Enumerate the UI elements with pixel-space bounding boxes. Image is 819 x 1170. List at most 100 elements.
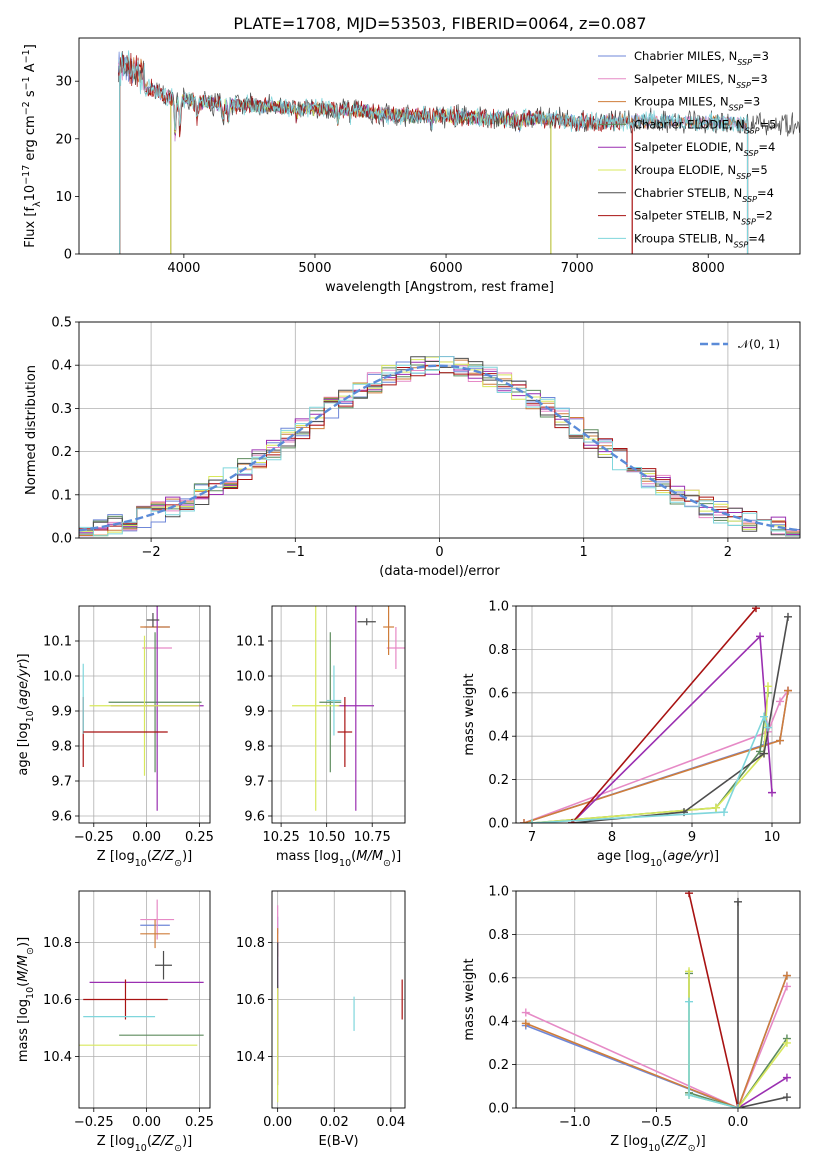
mass-weight-marker	[782, 1093, 791, 1102]
mass-weight-marker	[784, 686, 792, 695]
legend-entry-suffix: =4	[757, 186, 774, 200]
y-axis-label-part: ]	[23, 44, 38, 49]
plot-area	[79, 356, 800, 537]
panel-mass-vs-ebv: 0.00 0.02 0.04 10.4 10.6 10.8 E(B-V)	[236, 890, 406, 1149]
y-tick-label: 0.8	[488, 928, 509, 943]
y-tick-label: 0.4	[488, 1015, 509, 1030]
x-axis-label-part: wavelength [Angstrom, rest frame]	[325, 280, 554, 295]
x-tick-label: 0.25	[185, 830, 214, 845]
x-tick-label: −0.5	[641, 1115, 673, 1130]
legend-entry-sub: SSP	[729, 103, 744, 112]
mass-weight-marker	[768, 788, 776, 797]
legend-entry-label: Kroupa ELODIE, N	[634, 163, 736, 177]
y-tick-label: 10.0	[43, 670, 72, 685]
legend-entry-label: Kroupa STELIB, N	[634, 231, 734, 245]
gaussian-curve	[79, 364, 800, 532]
x-tick-label: −2	[142, 545, 161, 560]
axes-frame	[78, 605, 211, 824]
mass-weight-marker	[752, 606, 760, 613]
legend-entry: Salpeter MILES, NSSP=3	[634, 72, 768, 90]
y-axis-label-part: mass [log	[16, 999, 31, 1062]
x-axis-label-part: ⊙	[383, 858, 391, 869]
x-tick-label: 8000	[692, 261, 725, 276]
y-axis-label-part: 10	[25, 710, 36, 722]
y-axis-label: Normed distribution	[24, 365, 39, 495]
y-axis-label-part: mass weight	[462, 958, 477, 1040]
x-axis-label-part: (	[662, 849, 667, 864]
plot-area	[117, 50, 800, 254]
legend-entry-sub: SSP	[737, 58, 752, 67]
mass-weight-line-chabrier-stelib	[737, 901, 788, 1108]
legend-entry-suffix: =4	[758, 140, 775, 154]
x-axis-label-part: Z [log	[97, 849, 135, 864]
x-tick-label: 2	[724, 545, 732, 560]
x-tick-label: −0.25	[74, 1115, 114, 1130]
y-tick-label: 0.6	[488, 971, 509, 986]
y-tick-label: 1.0	[488, 885, 509, 900]
mass-weight-marker	[685, 1090, 694, 1099]
mass-weight-marker	[764, 723, 772, 732]
y-tick-label: 9.7	[244, 775, 265, 790]
y-tick-label: 9.6	[51, 810, 72, 825]
y-axis-label-part: mass weight	[462, 673, 477, 755]
x-axis-label-part: 10	[135, 1143, 147, 1154]
y-axis-label-part: A	[23, 63, 38, 76]
mass-weight-marker	[521, 1019, 530, 1028]
x-tick-label: 0.04	[376, 1115, 405, 1130]
legend-entry-suffix: =5	[760, 117, 777, 131]
y-tick-label: 0.1	[51, 488, 72, 503]
mass-weight-line-salpeter-stelib	[688, 893, 739, 1108]
x-axis-label-part: 10	[650, 858, 662, 869]
legend-entry-label: Salpeter MILES, N	[634, 72, 736, 86]
x-axis-label: E(B-V)	[318, 1134, 358, 1149]
y-axis-label-part: age/yr	[16, 662, 31, 705]
x-axis-label-part: )]	[696, 1134, 706, 1149]
y-tick-label: 0.6	[488, 686, 509, 701]
mass-weight-line-salpeter-miles	[523, 690, 789, 823]
mass-weight-line-salpeter-stelib	[571, 607, 757, 823]
x-axis-label-part: age [log	[597, 849, 650, 864]
x-tick-label: −0.25	[74, 830, 114, 845]
y-axis-label-part: −17	[21, 165, 32, 185]
legend-entry-label: Salpeter STELIB, N	[634, 209, 741, 223]
y-tick-label: 9.8	[244, 740, 265, 755]
x-axis-label-part: (	[660, 1134, 665, 1149]
x-tick-label: 10.25	[263, 830, 300, 845]
y-axis-label-part: age [log	[16, 722, 31, 775]
legend-entry-label: Kroupa MILES, N	[634, 95, 729, 109]
legend-entry-sub: SSP	[744, 149, 759, 158]
y-axis-label-part: )]	[16, 653, 31, 663]
x-axis-label-part: ⊙	[174, 858, 182, 869]
x-axis-label: Z [log10(Z/Z⊙)]	[97, 1134, 192, 1154]
mass-weight-marker	[764, 682, 772, 691]
mass-weight-marker	[733, 1104, 742, 1108]
x-axis-label-part: Z/Z	[151, 849, 175, 864]
mass-weight-marker	[782, 1073, 791, 1082]
axes-frame	[271, 890, 406, 1109]
axes-frame	[515, 890, 801, 1109]
axes: 4000 5000 6000 7000 8000 0 10 20 30 wavelength [A…	[21, 37, 801, 295]
y-axis-label-part: Flux [f	[23, 207, 38, 248]
y-axis-label-part: 10	[25, 987, 36, 999]
x-axis-label-part: 10	[135, 858, 147, 869]
y-axis-label-part: ⊙	[25, 947, 36, 955]
x-tick-label: 0.02	[320, 1115, 349, 1130]
legend-entry: Kroupa MILES, NSSP=3	[634, 95, 760, 113]
panel-age-vs-mass: 10.25 10.50 10.75 9.6 9.7 9.8 9.9 10.0 10.1 mass …	[236, 605, 406, 869]
histogram-kroupa-stelib	[79, 356, 800, 537]
figure-title: PLATE=1708, MJD=53503, FIBERID=0064, z=0…	[233, 14, 646, 33]
x-axis-label: Z [log10(Z/Z⊙)]	[97, 849, 192, 869]
x-tick-label: 7000	[561, 261, 594, 276]
legend-entry-suffix: =3	[751, 72, 768, 86]
x-tick-label: 0.00	[132, 1115, 161, 1130]
mass-weight-line-kroupa-stelib	[531, 714, 769, 823]
y-tick-label: 0.2	[51, 445, 72, 460]
legend-entry-suffix: =4	[748, 231, 765, 245]
legend-entry-sub: SSP	[734, 240, 749, 249]
x-axis-label-part: Z/Z	[664, 1134, 688, 1149]
mass-weight-marker	[720, 808, 728, 817]
x-tick-label: 0.25	[185, 1115, 214, 1130]
legend-entry-label: Salpeter ELODIE, N	[634, 140, 744, 154]
x-tick-label: 6000	[430, 261, 463, 276]
